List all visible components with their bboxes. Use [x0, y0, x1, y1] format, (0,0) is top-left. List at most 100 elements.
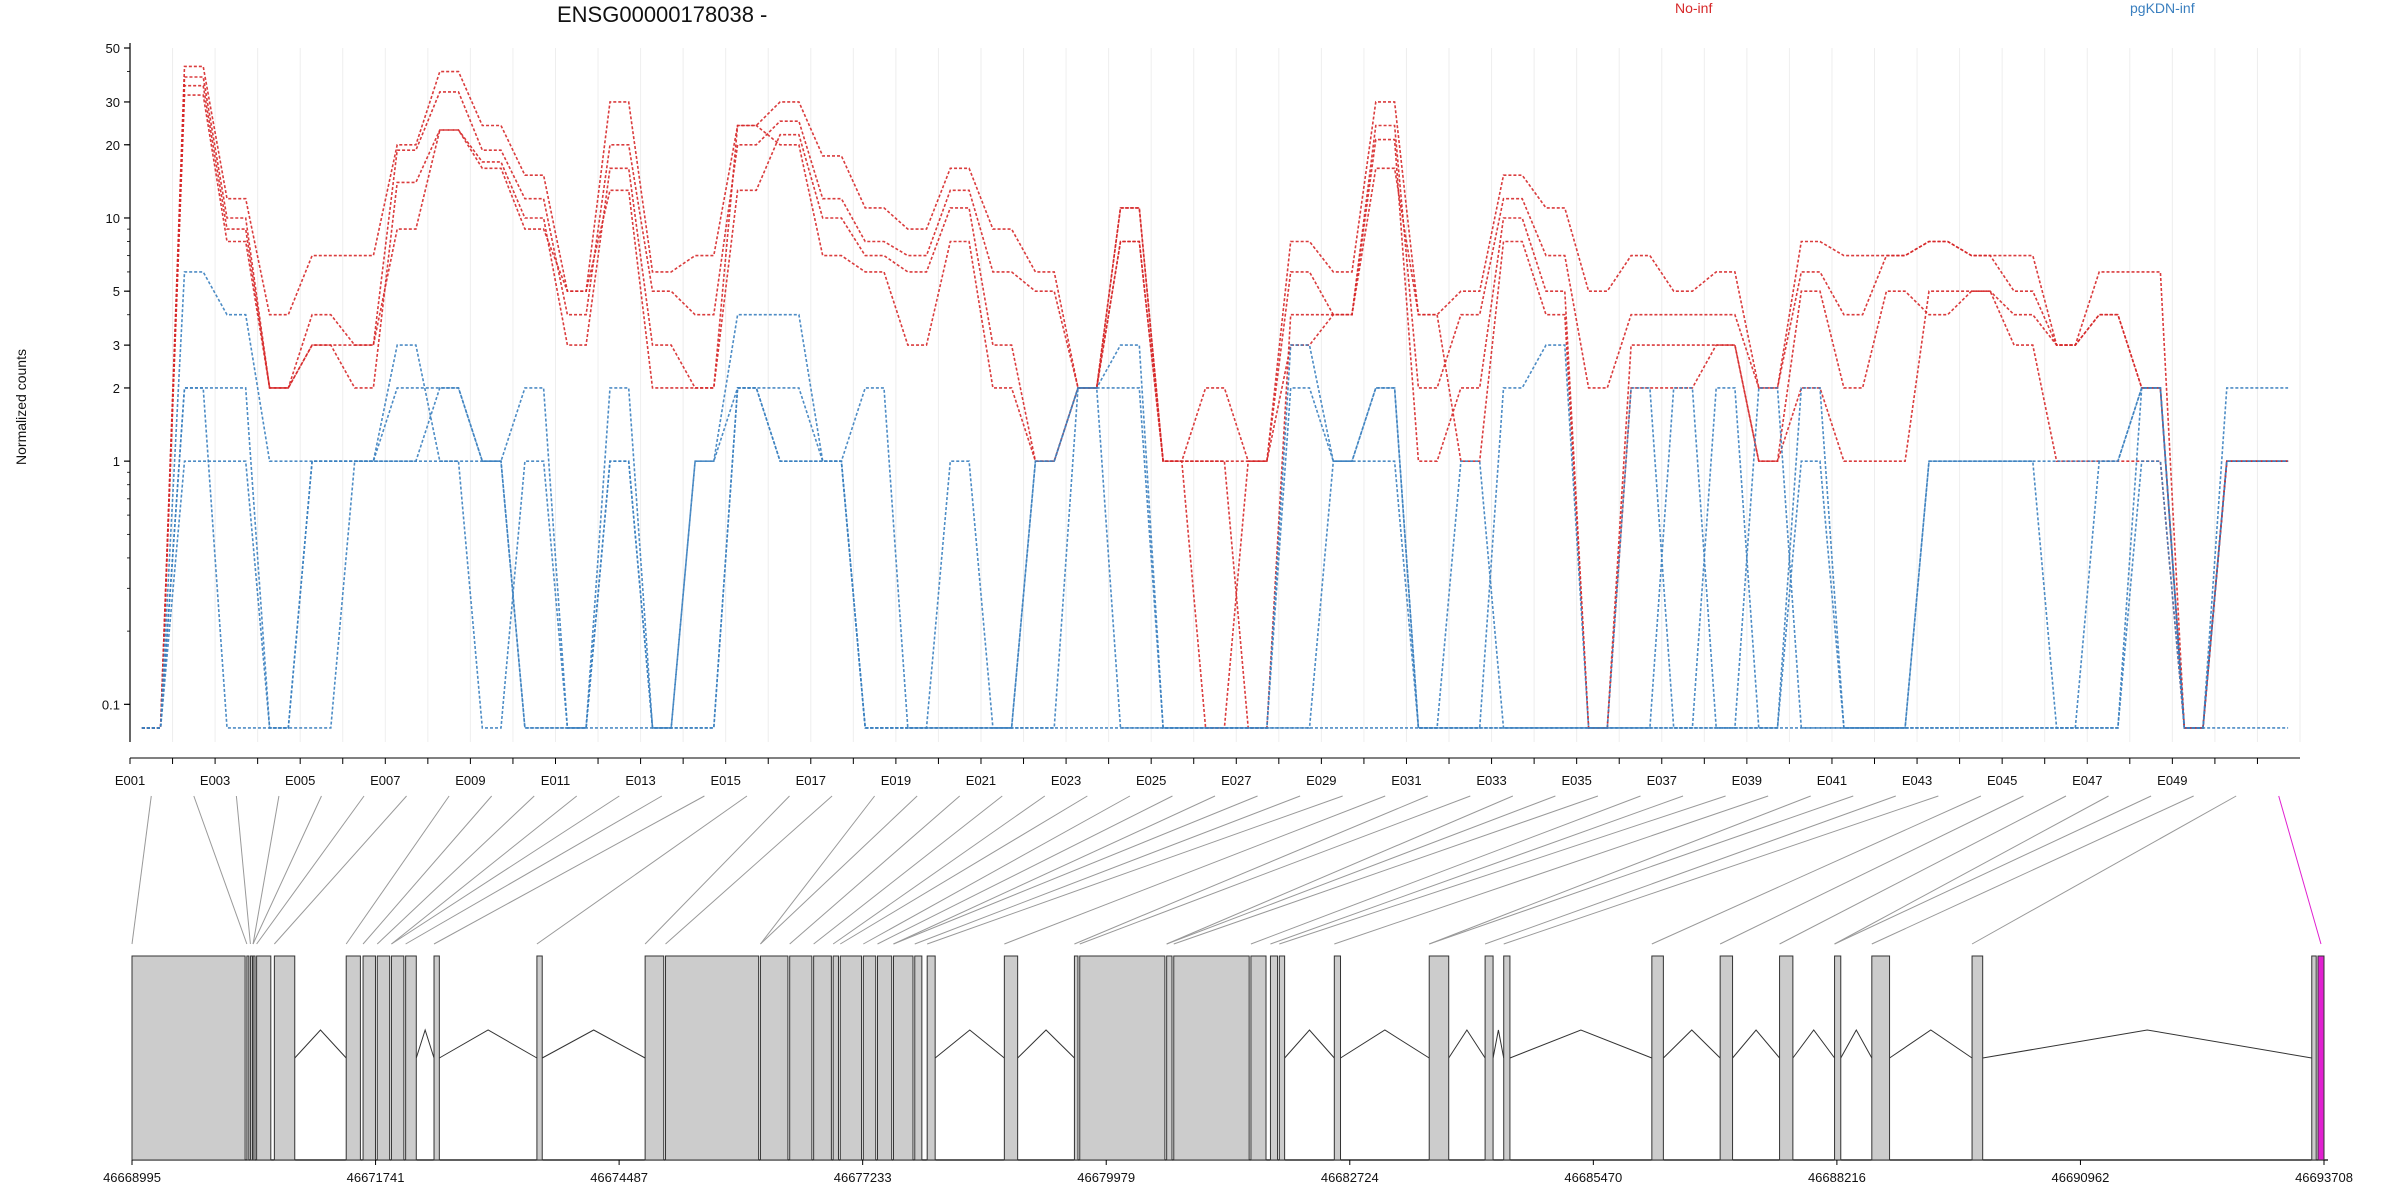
- coord-label: 46668995: [103, 1170, 161, 1185]
- exon-connector: [536, 795, 748, 945]
- exon-connector: [362, 795, 493, 945]
- exon-block: [862, 955, 877, 1161]
- exon-connector: [1270, 795, 1684, 945]
- exon-label: E013: [625, 773, 655, 788]
- exon-connector: [1503, 795, 1939, 945]
- exon-connector: [760, 795, 918, 945]
- exon-connector: [391, 795, 578, 945]
- exon-label: E007: [370, 773, 400, 788]
- intron-line: [1340, 1029, 1430, 1059]
- intron-line: [1663, 1029, 1721, 1059]
- exon-connector: [1074, 795, 1428, 945]
- exon-block: [1173, 955, 1250, 1161]
- exon-connector: [789, 795, 961, 945]
- exon-label: E009: [455, 773, 485, 788]
- coord-label: 46688216: [1808, 1170, 1866, 1185]
- gene-model: [131, 955, 2328, 1161]
- series-line-no-inf-4: [141, 94, 2289, 729]
- exon-connector: [893, 795, 1258, 945]
- exon-axis: E001 E003 E005 E007 E009 E011 E013 E015 E017 E019…: [115, 757, 2300, 788]
- exon-block: [362, 955, 376, 1161]
- coord-label: 46685470: [1564, 1170, 1622, 1185]
- exon-block: [1003, 955, 1019, 1161]
- intron-line: [1492, 1029, 1505, 1059]
- exon-label: E017: [796, 773, 826, 788]
- intron-line: [1017, 1029, 1075, 1059]
- exon-block: [1166, 955, 1173, 1161]
- highlighted-exon: [2317, 955, 2325, 1161]
- exon-block: [1871, 955, 1891, 1161]
- intron-line: [1284, 1029, 1335, 1059]
- exon-connector: [1719, 795, 2024, 945]
- exon-block: [665, 955, 760, 1161]
- exon-connector: [1834, 795, 2152, 945]
- exon-connector: [877, 795, 1173, 945]
- coord-label: 46671741: [347, 1170, 405, 1185]
- coord-label: 46690962: [2052, 1170, 2110, 1185]
- exon-connector: [405, 795, 663, 945]
- exon-label: E031: [1391, 773, 1421, 788]
- exon-block: [433, 955, 440, 1161]
- y-tick-label: 3: [113, 338, 120, 353]
- intron-line: [1982, 1029, 2312, 1059]
- exon-connector: [1971, 795, 2237, 945]
- exon-block: [1484, 955, 1494, 1161]
- exon-connector: [839, 795, 1088, 945]
- exon-block: [1503, 955, 1511, 1161]
- exon-block: [892, 955, 914, 1161]
- exon-label: E035: [1561, 773, 1591, 788]
- exon-block: [273, 955, 296, 1161]
- series-line-pgkdn-inf-7: [141, 387, 2289, 729]
- exon-connector: [1429, 795, 1854, 945]
- exon-label: E049: [2157, 773, 2187, 788]
- exon-label: E015: [710, 773, 740, 788]
- exon-block: [345, 955, 361, 1161]
- exon-block: [813, 955, 832, 1161]
- exon-label: E043: [1902, 773, 1932, 788]
- grid-lines: [129, 48, 2301, 742]
- exon-label: E011: [541, 773, 570, 788]
- exon-connector: [1334, 795, 1769, 945]
- exon-block: [249, 955, 253, 1161]
- exon-connector: [644, 795, 790, 945]
- y-tick-label: 5: [113, 284, 120, 299]
- exon-block: [1278, 955, 1286, 1161]
- exon-block: [376, 955, 391, 1161]
- exon-label: E047: [2072, 773, 2102, 788]
- exon-label: E033: [1476, 773, 1506, 788]
- exon-block: [644, 955, 665, 1161]
- coordinate-axis: 46668995 46671741 46674487 46677233 46679979…: [103, 1160, 2353, 1185]
- intron-line: [1448, 1029, 1486, 1059]
- exon-connector: [256, 795, 365, 945]
- series-line-pgkdn-inf-8: [141, 387, 2289, 729]
- coord-label: 46674487: [590, 1170, 648, 1185]
- coord-label: 46682724: [1321, 1170, 1379, 1185]
- intron-line: [415, 1028, 435, 1059]
- exon-block: [1073, 955, 1079, 1161]
- exon-connector: [193, 795, 248, 945]
- exon-connector: [1429, 795, 1811, 945]
- exon-connector: [813, 795, 1003, 945]
- series-lines: [141, 65, 2289, 729]
- exon-label: E029: [1306, 773, 1336, 788]
- intron-line: [439, 1029, 538, 1059]
- exon-label: E037: [1647, 773, 1677, 788]
- exon-connector: [1779, 795, 2067, 945]
- series-line-pgkdn-inf-5: [141, 271, 2289, 729]
- exon-connector: [1871, 795, 2194, 945]
- exon-connector: [376, 795, 535, 945]
- exon-block: [246, 955, 250, 1161]
- exon-connector: [1173, 795, 1599, 945]
- exon-label: E021: [966, 773, 996, 788]
- exon-connector: [665, 795, 833, 945]
- y-tick-label: 30: [106, 95, 120, 110]
- intron-line: [1889, 1029, 1973, 1059]
- legend-entry-pgkdn-inf: pgKDN-inf: [2130, 0, 2195, 16]
- exon-label: E025: [1136, 773, 1166, 788]
- exon-connector: [1079, 795, 1471, 945]
- intron-line: [1732, 1029, 1780, 1059]
- exon-block: [1333, 955, 1342, 1161]
- exon-block: [1428, 955, 1450, 1161]
- exon-connector: [235, 795, 251, 945]
